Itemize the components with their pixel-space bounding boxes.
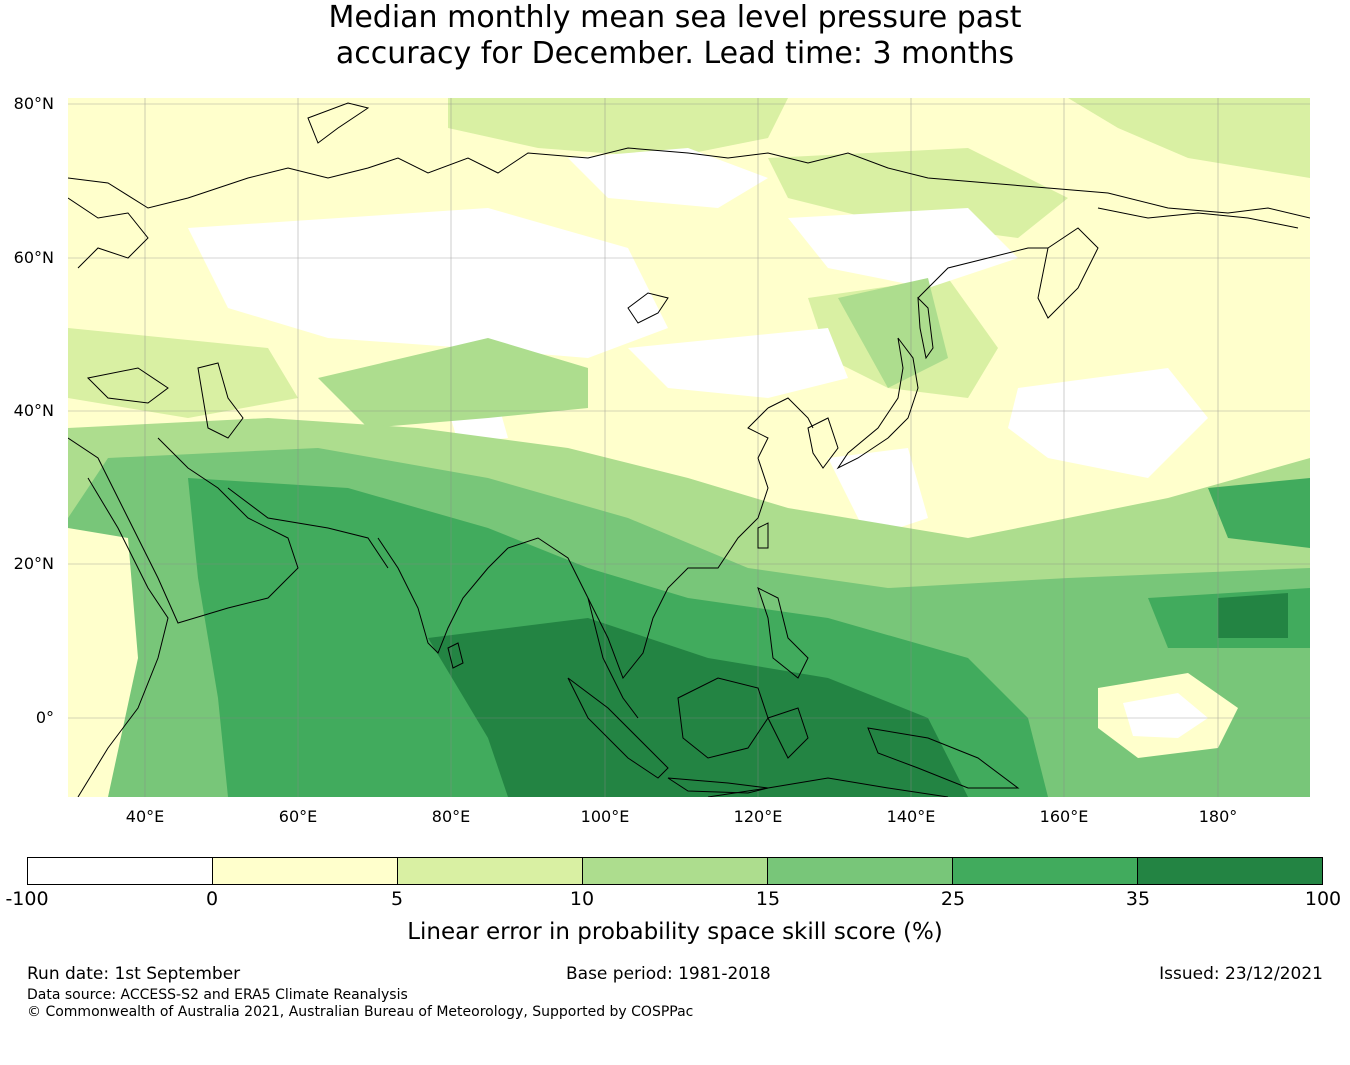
base-period: Base period: 1981-2018 <box>566 964 771 984</box>
colorbar-segment-0 <box>28 858 213 884</box>
copyright: © Commonwealth of Australia 2021, Austra… <box>27 1004 694 1020</box>
lat-label-80n: 80°N <box>13 94 54 113</box>
map-title: Median monthly mean sea level pressure p… <box>0 0 1350 72</box>
colorbar-tick: 15 <box>755 888 781 910</box>
map-canvas <box>68 98 1310 797</box>
lon-label-80e: 80°E <box>431 807 471 826</box>
lat-label-20n: 20°N <box>13 554 54 573</box>
colorbar-tick: 35 <box>1125 888 1151 910</box>
lon-label-40e: 40°E <box>125 807 165 826</box>
lon-label-160e: 160°E <box>1039 807 1089 826</box>
colorbar-segment-1 <box>213 858 398 884</box>
colorbar-segment-6 <box>1138 858 1322 884</box>
title-line-1: Median monthly mean sea level pressure p… <box>328 0 1022 35</box>
run-date: Run date: 1st September <box>27 964 241 984</box>
issued-date: Issued: 23/12/2021 <box>1159 964 1323 984</box>
colorbar-tick: 10 <box>569 888 595 910</box>
colorbar <box>27 857 1323 885</box>
lat-label-0: 0° <box>35 708 54 727</box>
colorbar-segment-2 <box>398 858 583 884</box>
skill-score-map <box>68 98 1310 797</box>
colorbar-label: Linear error in probability space skill … <box>407 919 943 945</box>
colorbar-tick: -100 <box>5 888 49 910</box>
lon-label-120e: 120°E <box>733 807 783 826</box>
colorbar-segment-3 <box>583 858 768 884</box>
lon-label-140e: 140°E <box>886 807 936 826</box>
colorbar-tick: 0 <box>205 888 219 910</box>
colorbar-tick: 100 <box>1304 888 1342 910</box>
colorbar-tick: 25 <box>940 888 966 910</box>
lon-label-180: 180° <box>1198 807 1238 826</box>
coastlines <box>68 102 1310 797</box>
lat-label-60n: 60°N <box>13 248 54 267</box>
colorbar-segment-5 <box>953 858 1138 884</box>
lat-label-40n: 40°N <box>13 401 54 420</box>
data-source: Data source: ACCESS-S2 and ERA5 Climate … <box>27 987 408 1003</box>
lon-label-60e: 60°E <box>278 807 318 826</box>
colorbar-segment-4 <box>768 858 953 884</box>
lon-label-100e: 100°E <box>580 807 630 826</box>
colorbar-tick: 5 <box>390 888 404 910</box>
title-line-2: accuracy for December. Lead time: 3 mont… <box>335 36 1015 71</box>
